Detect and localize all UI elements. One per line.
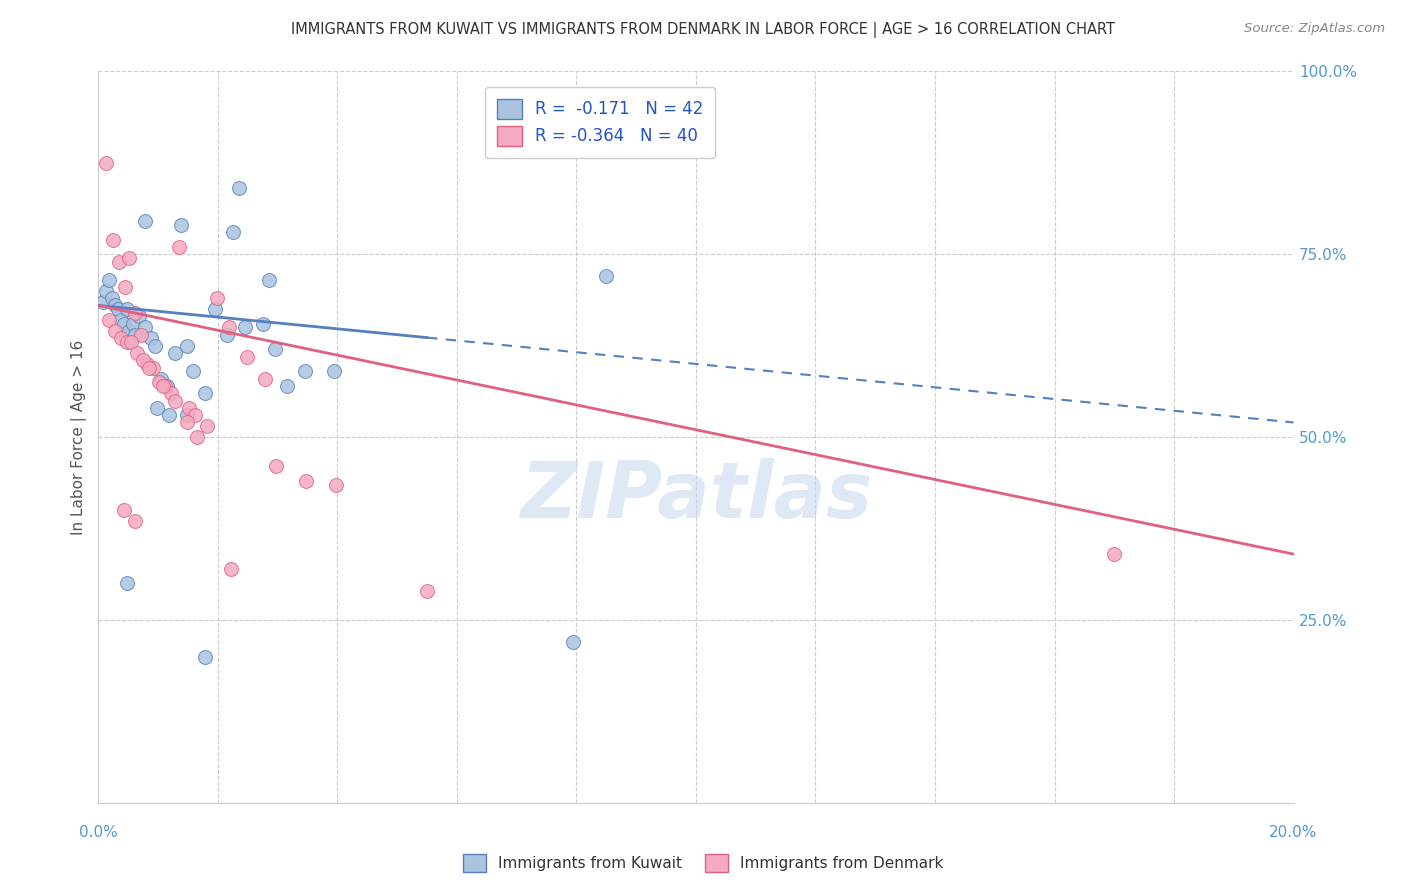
Text: ZIPatlas: ZIPatlas xyxy=(520,458,872,533)
Point xyxy=(115,576,138,591)
Point xyxy=(122,317,145,331)
Point xyxy=(156,379,179,393)
Point xyxy=(204,302,226,317)
Point xyxy=(114,280,136,294)
Point xyxy=(205,291,228,305)
Point xyxy=(325,477,347,491)
Point xyxy=(115,302,138,317)
Point xyxy=(124,514,146,528)
Point xyxy=(136,357,159,371)
Point xyxy=(276,379,298,393)
Point xyxy=(163,393,186,408)
Point xyxy=(194,649,217,664)
Point xyxy=(323,364,346,378)
Point xyxy=(235,350,257,364)
Point xyxy=(152,379,174,393)
Legend: R =  -0.171   N = 42, R = -0.364   N = 40: R = -0.171 N = 42, R = -0.364 N = 40 xyxy=(485,87,716,158)
Point xyxy=(155,379,177,393)
Point xyxy=(120,334,142,349)
Point xyxy=(228,181,250,195)
Point xyxy=(294,364,316,378)
Point xyxy=(132,353,155,368)
Point xyxy=(194,386,217,401)
Point xyxy=(257,273,280,287)
Point xyxy=(179,401,201,415)
Point xyxy=(134,214,156,228)
Point xyxy=(176,408,198,422)
Point xyxy=(143,339,166,353)
Point xyxy=(219,562,242,576)
Point xyxy=(163,346,186,360)
Point xyxy=(142,360,165,375)
Point xyxy=(128,310,150,324)
Point xyxy=(139,331,162,345)
Point xyxy=(104,324,127,338)
Point xyxy=(1102,547,1125,561)
Point xyxy=(127,346,149,360)
Point xyxy=(118,324,141,338)
Point xyxy=(167,240,190,254)
Point xyxy=(94,284,117,298)
Point xyxy=(138,360,160,375)
Point xyxy=(108,254,131,268)
Point xyxy=(253,371,276,385)
Point xyxy=(124,327,146,342)
Point xyxy=(233,320,256,334)
Point xyxy=(195,419,218,434)
Point xyxy=(222,225,245,239)
Point xyxy=(100,291,122,305)
Point xyxy=(115,334,138,349)
Point xyxy=(266,459,288,474)
Point xyxy=(184,408,207,422)
Point xyxy=(104,298,127,312)
Point xyxy=(295,474,318,488)
Point xyxy=(150,371,173,385)
Point xyxy=(134,320,156,334)
Point xyxy=(218,320,240,334)
Y-axis label: In Labor Force | Age > 16: In Labor Force | Age > 16 xyxy=(72,340,87,534)
Point xyxy=(263,343,285,357)
Text: Source: ZipAtlas.com: Source: ZipAtlas.com xyxy=(1244,22,1385,36)
Point xyxy=(94,156,117,170)
Point xyxy=(176,416,198,430)
Point xyxy=(176,339,198,353)
Point xyxy=(595,269,617,284)
Point xyxy=(98,313,121,327)
Point xyxy=(110,313,132,327)
Point xyxy=(562,635,585,649)
Point xyxy=(215,327,238,342)
Point xyxy=(148,376,170,390)
Point xyxy=(170,218,193,232)
Point xyxy=(107,302,129,317)
Text: 20.0%: 20.0% xyxy=(1270,825,1317,840)
Point xyxy=(157,408,180,422)
Point xyxy=(186,430,208,444)
Point xyxy=(252,317,274,331)
Point xyxy=(112,503,135,517)
Point xyxy=(91,294,114,309)
Point xyxy=(131,327,153,342)
Point xyxy=(416,583,439,598)
Point xyxy=(160,386,183,401)
Text: IMMIGRANTS FROM KUWAIT VS IMMIGRANTS FROM DENMARK IN LABOR FORCE | AGE > 16 CORR: IMMIGRANTS FROM KUWAIT VS IMMIGRANTS FRO… xyxy=(291,22,1115,38)
Point xyxy=(112,317,135,331)
Point xyxy=(103,233,125,247)
Point xyxy=(181,364,204,378)
Point xyxy=(124,306,146,320)
Legend: Immigrants from Kuwait, Immigrants from Denmark: Immigrants from Kuwait, Immigrants from … xyxy=(456,846,950,880)
Point xyxy=(118,251,141,265)
Point xyxy=(146,401,169,415)
Point xyxy=(110,331,132,345)
Point xyxy=(98,273,121,287)
Text: 0.0%: 0.0% xyxy=(79,825,118,840)
